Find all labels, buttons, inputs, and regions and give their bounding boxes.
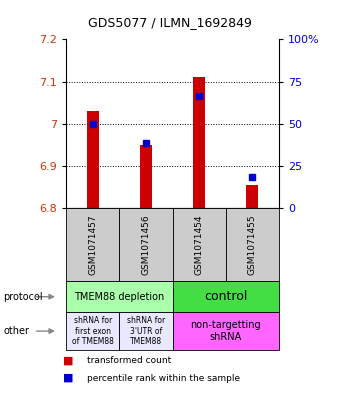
Bar <box>140 145 152 208</box>
Text: shRNA for
first exon
of TMEM88: shRNA for first exon of TMEM88 <box>72 316 114 346</box>
Text: ■: ■ <box>63 373 73 383</box>
Text: GSM1071456: GSM1071456 <box>141 214 151 275</box>
Text: non-targetting
shRNA: non-targetting shRNA <box>190 320 261 342</box>
Text: GSM1071457: GSM1071457 <box>88 214 97 275</box>
Text: other: other <box>3 326 29 336</box>
Text: GDS5077 / ILMN_1692849: GDS5077 / ILMN_1692849 <box>88 17 252 29</box>
Text: TMEM88 depletion: TMEM88 depletion <box>74 292 165 302</box>
Text: percentile rank within the sample: percentile rank within the sample <box>87 374 240 382</box>
Text: control: control <box>204 290 248 303</box>
Bar <box>246 185 258 208</box>
Text: ■: ■ <box>63 356 73 366</box>
Text: transformed count: transformed count <box>87 356 171 365</box>
Text: GSM1071454: GSM1071454 <box>194 215 204 275</box>
Text: protocol: protocol <box>3 292 43 302</box>
Text: shRNA for
3'UTR of
TMEM88: shRNA for 3'UTR of TMEM88 <box>127 316 165 346</box>
Bar <box>193 77 205 208</box>
Bar <box>87 111 99 208</box>
Text: GSM1071455: GSM1071455 <box>248 214 257 275</box>
